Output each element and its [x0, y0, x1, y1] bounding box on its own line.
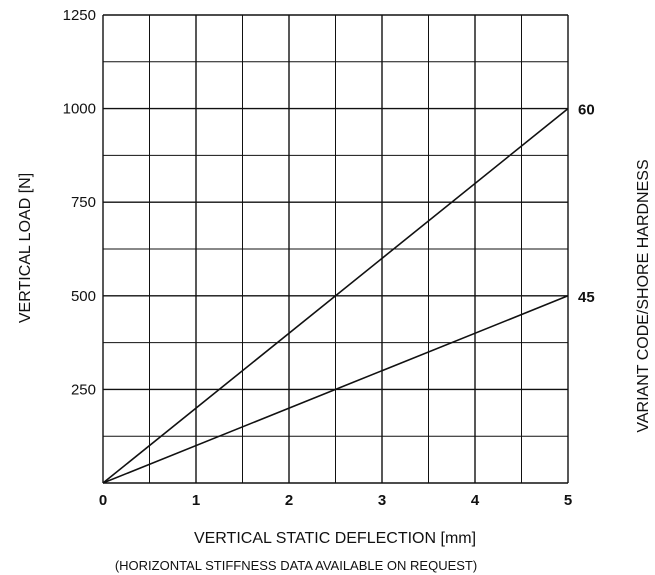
y2-axis-label: VARIANT CODE/SHORE HARDNESS: [635, 159, 652, 432]
series-line-60: [102, 107, 569, 484]
x-axis-label: VERTICAL STATIC DEFLECTION [mm]: [194, 530, 476, 547]
y-axis-label: VERTICAL LOAD [N]: [17, 173, 34, 323]
series-lines: [102, 107, 569, 484]
series-line-45: [102, 295, 569, 484]
series-label-60: 60: [578, 102, 595, 119]
footnote: (HORIZONTAL STIFFNESS DATA AVAILABLE ON …: [115, 558, 477, 573]
y-tick-label: 500: [71, 288, 96, 305]
y-tick-label: 1000: [63, 101, 96, 118]
y-tick-label: 750: [71, 194, 96, 211]
x-tick-label: 5: [564, 492, 572, 509]
x-tick-label: 3: [378, 492, 386, 509]
series-label-45: 45: [578, 289, 595, 306]
x-tick-label: 4: [471, 492, 480, 509]
y-tick-label: 250: [71, 381, 96, 398]
x-tick-label: 2: [285, 492, 293, 509]
x-tick-label: 1: [192, 492, 200, 509]
x-tick-label: 0: [99, 492, 107, 509]
grid: [102, 14, 569, 484]
y-tick-label: 1250: [63, 7, 96, 24]
